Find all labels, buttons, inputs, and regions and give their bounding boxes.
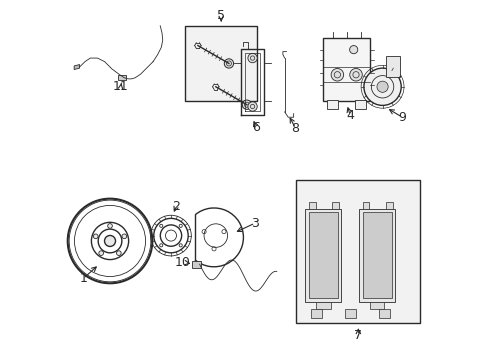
Text: 3: 3: [251, 216, 259, 230]
Bar: [308, 202, 315, 209]
Circle shape: [93, 234, 98, 239]
Circle shape: [224, 59, 233, 68]
Bar: [326, 100, 337, 109]
Circle shape: [116, 251, 121, 256]
Bar: [118, 75, 126, 80]
Bar: [191, 261, 201, 268]
Text: 7: 7: [354, 329, 362, 342]
Text: 11: 11: [113, 80, 128, 93]
Polygon shape: [74, 64, 80, 69]
Circle shape: [349, 46, 357, 54]
Bar: [296, 180, 419, 323]
Circle shape: [349, 68, 362, 81]
Circle shape: [122, 234, 126, 239]
Bar: [359, 209, 394, 302]
Circle shape: [363, 68, 400, 105]
Circle shape: [242, 100, 251, 109]
Bar: [386, 202, 392, 209]
Bar: [316, 302, 330, 309]
Bar: [310, 309, 321, 318]
Bar: [332, 202, 338, 209]
Text: 2: 2: [172, 200, 180, 213]
Circle shape: [376, 81, 387, 93]
Bar: [355, 100, 366, 109]
Bar: [362, 202, 368, 209]
Circle shape: [247, 53, 257, 63]
Text: 6: 6: [252, 121, 260, 134]
Circle shape: [104, 235, 115, 247]
Bar: [362, 212, 391, 298]
Text: 5: 5: [217, 9, 225, 22]
Circle shape: [247, 102, 257, 111]
Text: 4: 4: [346, 109, 353, 122]
Bar: [308, 212, 337, 298]
Text: 10: 10: [174, 256, 190, 269]
Bar: [185, 26, 257, 101]
Circle shape: [107, 224, 112, 228]
Circle shape: [330, 68, 343, 81]
Bar: [305, 209, 341, 302]
Text: 9: 9: [398, 111, 406, 124]
Bar: [369, 302, 384, 309]
Bar: [386, 56, 400, 77]
Circle shape: [99, 251, 103, 256]
Bar: [323, 39, 369, 101]
Text: 8: 8: [291, 122, 299, 135]
Bar: [378, 309, 389, 318]
Text: 1: 1: [79, 272, 87, 285]
Bar: [344, 309, 355, 318]
